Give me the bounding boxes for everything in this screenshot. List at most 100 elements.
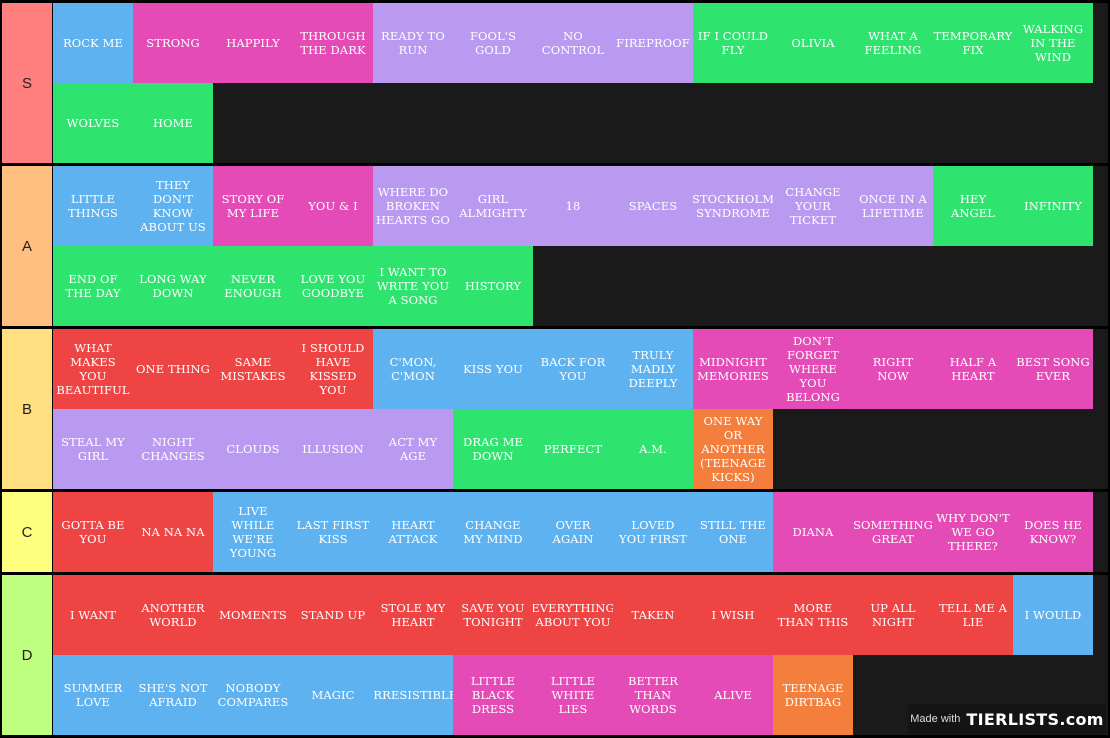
tier-item-card[interactable]: NEVER ENOUGH xyxy=(213,246,293,326)
tier-item-card[interactable]: ACT MY AGE xyxy=(373,409,453,489)
tier-item-card[interactable]: HALF A HEART xyxy=(933,329,1013,409)
tier-item-card[interactable]: HEY ANGEL xyxy=(933,166,1013,246)
tier-item-card[interactable]: WHAT A FEELING xyxy=(853,3,933,83)
tier-item-card[interactable]: CLOUDS xyxy=(213,409,293,489)
tier-item-card[interactable]: PERFECT xyxy=(533,409,613,489)
tier-item-card[interactable]: CHANGE YOUR TICKET xyxy=(773,166,853,246)
tier-item-card[interactable]: TEMPORARY FIX xyxy=(933,3,1013,83)
tier-item-card[interactable]: CHANGE MY MIND xyxy=(453,492,533,572)
tier-item-card[interactable]: SUMMER LOVE xyxy=(53,655,133,735)
tier-item-card[interactable]: MOMENTS xyxy=(213,575,293,655)
tier-item-card[interactable]: I WOULD xyxy=(1013,575,1093,655)
tier-item-card[interactable]: FIREPROOF xyxy=(613,3,693,83)
tier-item-card[interactable]: STEAL MY GIRL xyxy=(53,409,133,489)
tier-item-card[interactable]: OVER AGAIN xyxy=(533,492,613,572)
tier-item-card[interactable]: THROUGH THE DARK xyxy=(293,3,373,83)
tier-item-card[interactable]: C'MON, C'MON xyxy=(373,329,453,409)
tier-item-card[interactable]: LOVED YOU FIRST xyxy=(613,492,693,572)
tier-item-card[interactable]: LITTLE WHITE LIES xyxy=(533,655,613,735)
tier-item-card[interactable]: END OF THE DAY xyxy=(53,246,133,326)
tier-item-card[interactable]: TRULY MADLY DEEPLY xyxy=(613,329,693,409)
tier-item-card[interactable]: SAME MISTAKES xyxy=(213,329,293,409)
tier-item-card[interactable]: TELL ME A LIE xyxy=(933,575,1013,655)
tier-item-card[interactable]: SAVE YOU TONIGHT xyxy=(453,575,533,655)
tier-item-card[interactable]: TEENAGE DIRTBAG xyxy=(773,655,853,735)
tier-item-card[interactable]: I WISH xyxy=(693,575,773,655)
tier-item-card[interactable]: NO CONTROL xyxy=(533,3,613,83)
tier-item-card[interactable]: LITTLE THINGS xyxy=(53,166,133,246)
tier-item-card[interactable]: DOES HE KNOW? xyxy=(1013,492,1093,572)
tier-item-card[interactable]: EVERYTHING ABOUT YOU xyxy=(533,575,613,655)
tier-item-card[interactable]: STRONG xyxy=(133,3,213,83)
tier-item-card[interactable]: ILLUSION xyxy=(293,409,373,489)
tier-item-card[interactable]: READY TO RUN xyxy=(373,3,453,83)
tier-item-card[interactable]: INFINITY xyxy=(1013,166,1093,246)
tier-item-card[interactable]: NIGHT CHANGES xyxy=(133,409,213,489)
tier-label-a[interactable]: A xyxy=(2,166,52,326)
tier-item-card[interactable]: WHY DON'T WE GO THERE? xyxy=(933,492,1013,572)
tier-item-card[interactable]: I SHOULD HAVE KISSED YOU xyxy=(293,329,373,409)
tier-item-card[interactable]: BACK FOR YOU xyxy=(533,329,613,409)
tier-label-s[interactable]: S xyxy=(2,3,52,163)
tier-item-card[interactable]: NOBODY COMPARES xyxy=(213,655,293,735)
tier-item-card[interactable]: HISTORY xyxy=(453,246,533,326)
tier-item-card[interactable]: GOTTA BE YOU xyxy=(53,492,133,572)
tier-item-card[interactable]: ALIVE xyxy=(693,655,773,735)
tier-item-card[interactable]: UP ALL NIGHT xyxy=(853,575,933,655)
tier-item-card[interactable]: SPACES xyxy=(613,166,693,246)
tier-item-card[interactable]: ANOTHER WORLD xyxy=(133,575,213,655)
tier-item-card[interactable]: BEST SONG EVER xyxy=(1013,329,1093,409)
tier-item-card[interactable]: HEART ATTACK xyxy=(373,492,453,572)
tier-item-card[interactable]: GIRL ALMIGHTY xyxy=(453,166,533,246)
tier-item-card[interactable]: WHAT MAKES YOU BEAUTIFUL xyxy=(53,329,133,409)
tier-item-card[interactable]: IF I COULD FLY xyxy=(693,3,773,83)
tier-item-card[interactable]: HOME xyxy=(133,83,213,163)
tier-item-card[interactable]: 18 xyxy=(533,166,613,246)
tier-item-card[interactable]: ONE THING xyxy=(133,329,213,409)
tier-item-card[interactable]: KISS YOU xyxy=(453,329,533,409)
tier-items-container: GOTTA BE YOU NA NA NA LIVE WHILE WE'RE YOU… xyxy=(53,492,1108,572)
tier-item-card[interactable]: THEY DON'T KNOW ABOUT US xyxy=(133,166,213,246)
tier-item-card[interactable]: STORY OF MY LIFE xyxy=(213,166,293,246)
tier-item-card[interactable]: LONG WAY DOWN xyxy=(133,246,213,326)
tier-item-card[interactable]: ONE WAY OR ANOTHER (TEENAGE KICKS) xyxy=(693,409,773,489)
tier-items-container: LITTLE THINGS THEY DON'T KNOW ABOUT US STO… xyxy=(53,166,1108,326)
tier-item-card[interactable]: SHE'S NOT AFRAID xyxy=(133,655,213,735)
tier-item-card[interactable]: WOLVES xyxy=(53,83,133,163)
tier-item-card[interactable]: DON'T FORGET WHERE YOU BELONG xyxy=(773,329,853,409)
tier-item-card[interactable]: MIDNIGHT MEMORIES xyxy=(693,329,773,409)
tier-item-card[interactable]: MORE THAN THIS xyxy=(773,575,853,655)
tier-item-card[interactable]: HAPPILY xyxy=(213,3,293,83)
tier-item-card[interactable]: IRRESISTIBLE xyxy=(373,655,453,735)
tier-label-d[interactable]: D xyxy=(2,575,52,735)
tier-item-card[interactable]: WALKING IN THE WIND xyxy=(1013,3,1093,83)
tier-item-card[interactable]: ROCK ME xyxy=(53,3,133,83)
tier-item-card[interactable]: I WANT xyxy=(53,575,133,655)
tier-item-card[interactable]: STAND UP xyxy=(293,575,373,655)
tier-item-card[interactable]: YOU & I xyxy=(293,166,373,246)
tier-item-card[interactable]: I WANT TO WRITE YOU A SONG xyxy=(373,246,453,326)
tier-item-card[interactable]: STOLE MY HEART xyxy=(373,575,453,655)
tier-item-card[interactable]: DIANA xyxy=(773,492,853,572)
tier-item-card[interactable]: OLIVIA xyxy=(773,3,853,83)
tier-item-card[interactable]: FOOL'S GOLD xyxy=(453,3,533,83)
tier-item-card[interactable]: DRAG ME DOWN xyxy=(453,409,533,489)
tier-item-card[interactable]: A.M. xyxy=(613,409,693,489)
tier-item-card[interactable]: NA NA NA xyxy=(133,492,213,572)
tier-label-b[interactable]: B xyxy=(2,329,52,489)
tier-item-card[interactable]: RIGHT NOW xyxy=(853,329,933,409)
tier-label-c[interactable]: C xyxy=(2,492,52,572)
tier-item-card[interactable]: LITTLE BLACK DRESS xyxy=(453,655,533,735)
tier-item-card[interactable]: MAGIC xyxy=(293,655,373,735)
tier-item-card[interactable]: BETTER THAN WORDS xyxy=(613,655,693,735)
tier-item-card[interactable]: LOVE YOU GOODBYE xyxy=(293,246,373,326)
tier-item-card[interactable]: LIVE WHILE WE'RE YOUNG xyxy=(213,492,293,572)
tier-item-card[interactable]: STILL THE ONE xyxy=(693,492,773,572)
tier-item-card[interactable]: STOCKHOLM SYNDROME xyxy=(693,166,773,246)
tier-item-card[interactable]: WHERE DO BROKEN HEARTS GO xyxy=(373,166,453,246)
tier-item-card[interactable]: LAST FIRST KISS xyxy=(293,492,373,572)
tier-item-card[interactable]: TAKEN xyxy=(613,575,693,655)
tier-item-card[interactable]: SOMETHING GREAT xyxy=(853,492,933,572)
tier-item-card[interactable]: ONCE IN A LIFETIME xyxy=(853,166,933,246)
